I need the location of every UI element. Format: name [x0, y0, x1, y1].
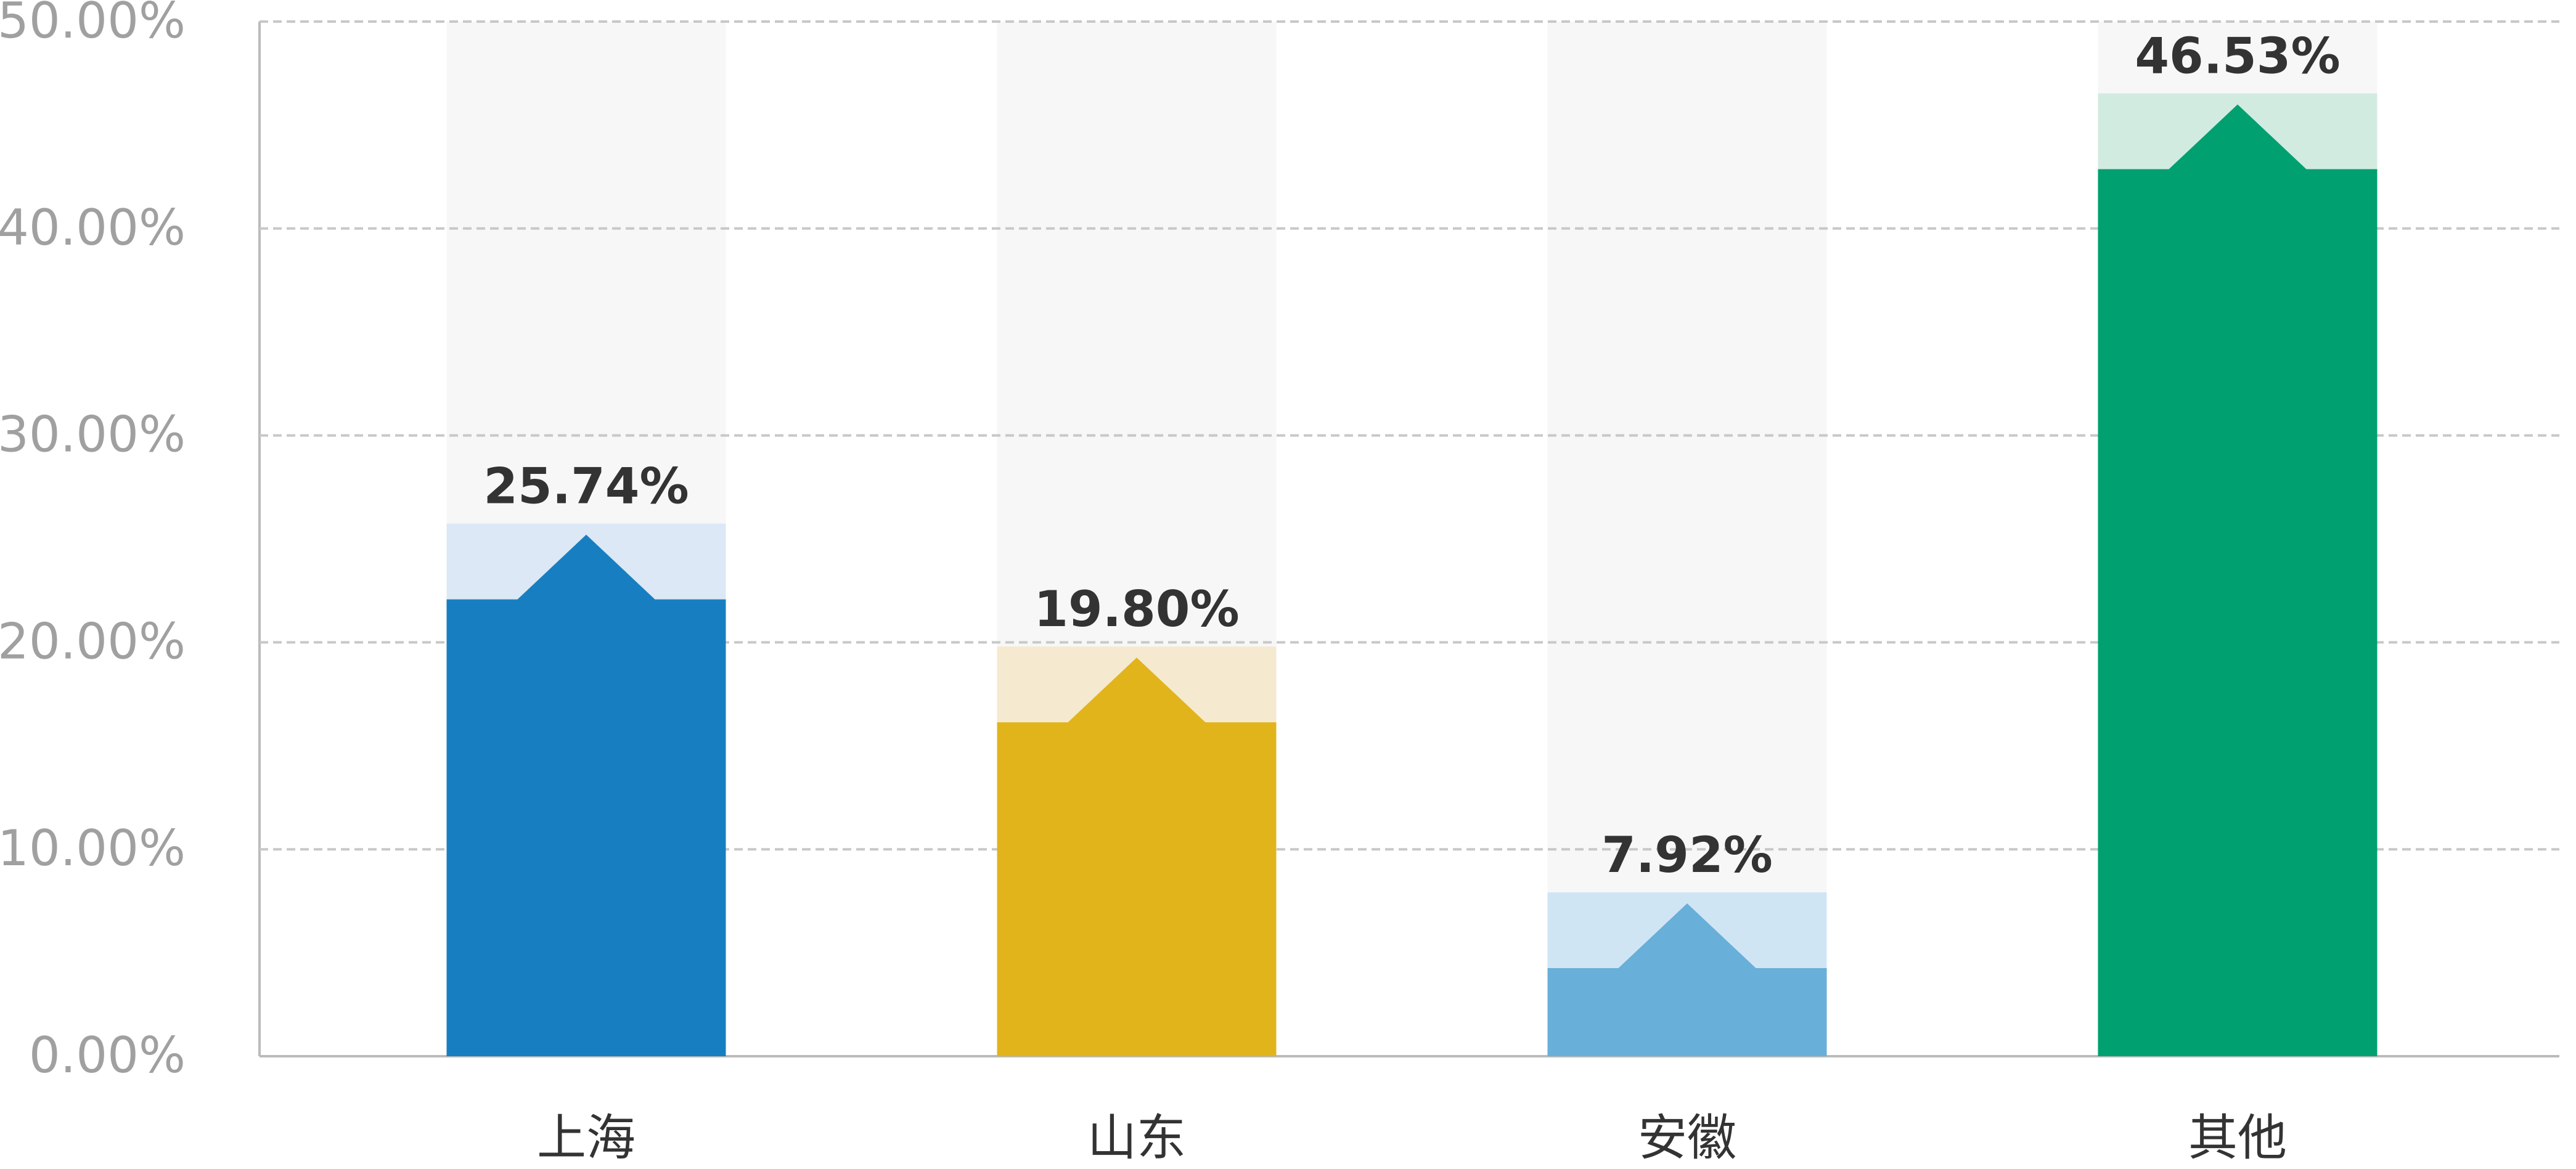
value-label: 7.92% [1601, 826, 1773, 884]
y-tick-label: 50.00% [0, 0, 186, 49]
value-label: 19.80% [1034, 580, 1239, 638]
bar-background [1547, 22, 1827, 1056]
value-label: 25.74% [483, 458, 689, 515]
x-tick-label: 安徽 [1638, 1109, 1736, 1167]
bar [2098, 104, 2378, 1057]
y-tick-label: 10.00% [0, 820, 186, 877]
x-tick-label: 上海 [537, 1109, 636, 1167]
y-tick-label: 30.00% [0, 406, 186, 463]
x-tick-label: 山东 [1087, 1109, 1186, 1167]
bar [446, 534, 726, 1056]
y-tick-label: 40.00% [0, 199, 186, 256]
x-tick-label: 其他 [2188, 1109, 2287, 1167]
y-tick-label: 20.00% [0, 613, 186, 670]
bar [1547, 903, 1827, 1056]
bar [997, 658, 1277, 1056]
y-tick-label: 0.00% [29, 1027, 186, 1084]
value-label: 46.53% [2135, 27, 2340, 84]
